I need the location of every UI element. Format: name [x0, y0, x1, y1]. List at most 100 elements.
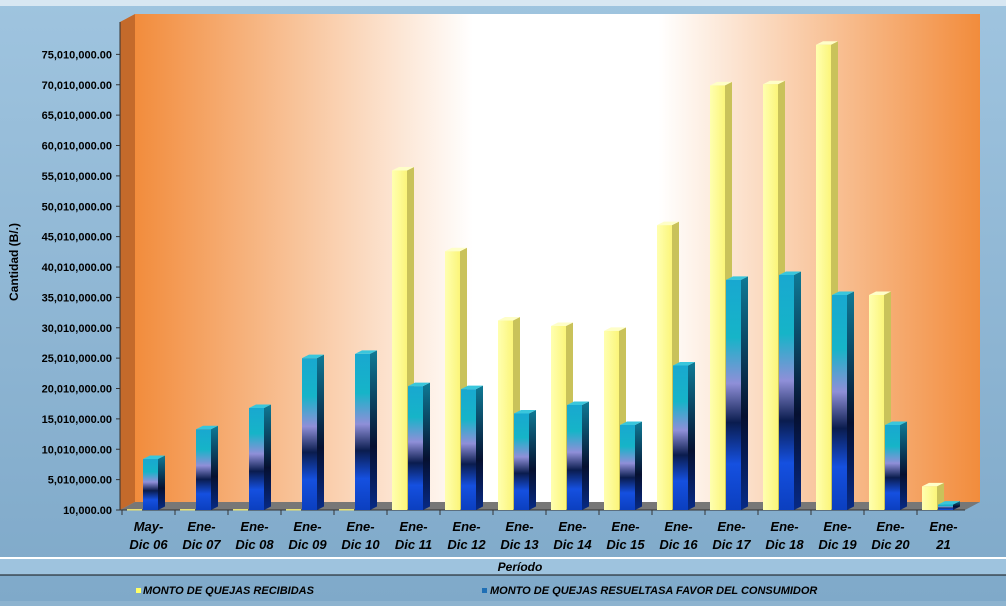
- x-axis: May- Dic 06 Ene- Dic 07 Ene- Dic 08 Ene- Dic 09…: [121, 510, 958, 552]
- legend-label-resolved: MONTO DE QUEJAS RESUELTASA FAVOR DEL CON…: [490, 585, 817, 597]
- x-tick-label: 21: [935, 537, 950, 552]
- x-tick-label: Ene-: [929, 519, 957, 534]
- x-tick-label: Ene-: [293, 519, 321, 534]
- bar-resolved-side: [370, 350, 377, 510]
- x-tick-label: Ene-: [240, 519, 268, 534]
- bar-resolved-side: [847, 291, 854, 510]
- bar-resolved-top: [514, 409, 536, 414]
- x-tick-label: Ene-: [452, 519, 480, 534]
- bar-resolved-top: [249, 404, 271, 409]
- y-tick-label: 5,010,000.00: [48, 475, 112, 487]
- y-tick-label: 45,010,000.00: [42, 232, 112, 244]
- x-tick-label: Dic 14: [553, 537, 592, 552]
- x-tick-label: Dic 15: [606, 537, 645, 552]
- bar-resolved: [938, 501, 960, 510]
- y-tick-label: 65,010,000.00: [42, 110, 112, 122]
- bars-group: [127, 41, 960, 511]
- x-tick-label: Dic 18: [765, 537, 804, 552]
- x-tick-label: Dic 17: [712, 537, 751, 552]
- bar-resolved-front: [779, 274, 794, 510]
- y-tick-label: 50,010,000.00: [42, 201, 112, 213]
- bar-resolved-side: [582, 401, 589, 510]
- y-tick-label: 15,010,000.00: [42, 414, 112, 426]
- x-tick-label: Ene-: [399, 519, 427, 534]
- bar-resolved-top: [620, 421, 642, 426]
- bar-resolved-side: [900, 421, 907, 510]
- x-tick-label: Dic 08: [235, 537, 274, 552]
- bar-received-top: [763, 80, 785, 85]
- y-axis-label: Cantidad (B/.): [7, 223, 21, 301]
- x-tick-label: Ene-: [187, 519, 215, 534]
- bar-resolved-side: [317, 354, 324, 510]
- x-tick-label: Dic 11: [395, 537, 432, 552]
- bar-resolved-side: [688, 361, 695, 510]
- bar-resolved: [673, 361, 695, 510]
- x-tick-label: Dic 07: [182, 537, 221, 552]
- bar-received: [339, 509, 354, 511]
- x-tick-label: Ene-: [505, 519, 533, 534]
- bar-resolved-side: [423, 382, 430, 510]
- x-tick-label: Dic 19: [818, 537, 857, 552]
- bar-resolved-top: [726, 276, 748, 280]
- x-tick-label: Ene-: [346, 519, 374, 534]
- x-tick-label: Ene-: [558, 519, 586, 534]
- y-axis: 10,000.00 5,010,000.00 10,010,000.00 15,010…: [42, 22, 121, 517]
- bar-resolved-top: [196, 425, 218, 430]
- y-tick-label: 20,010,000.00: [42, 384, 112, 396]
- bar-resolved: [567, 401, 589, 510]
- bar-received-front: [763, 84, 778, 510]
- bar-resolved-front: [355, 353, 370, 510]
- x-tick-label: Dic 13: [500, 537, 539, 552]
- x-tick-label: Dic 06: [129, 537, 168, 552]
- bar-resolved: [885, 421, 907, 510]
- bar-resolved-top: [673, 361, 695, 366]
- bar-resolved-side: [794, 271, 801, 510]
- bar-resolved-top: [408, 382, 430, 387]
- bar-resolved-top: [832, 291, 854, 296]
- bar-resolved: [514, 409, 536, 510]
- bar-resolved-front: [885, 425, 900, 510]
- bar-received: [233, 509, 248, 511]
- side-wall: [120, 14, 135, 510]
- bar-resolved-front: [196, 429, 211, 510]
- bar-resolved-side: [741, 276, 748, 510]
- x-tick-label: Ene-: [770, 519, 798, 534]
- bar-resolved-side: [211, 425, 218, 510]
- bar-resolved-front: [567, 404, 582, 510]
- x-axis-title-band: [0, 558, 1006, 575]
- bar-received-top: [816, 41, 838, 45]
- bar-received: [127, 509, 142, 511]
- bar-resolved-front: [938, 504, 953, 510]
- bar-received-top: [869, 291, 891, 296]
- bar-received-top: [604, 327, 626, 331]
- x-tick-label: Dic 12: [447, 537, 486, 552]
- bar-resolved: [196, 425, 218, 510]
- bar-resolved: [620, 421, 642, 510]
- bar-resolved-top: [143, 455, 165, 460]
- bar-received: [286, 509, 301, 511]
- y-tick-label: 30,010,000.00: [42, 323, 112, 335]
- x-tick-label: Dic 16: [659, 537, 698, 552]
- bar-received-top: [445, 247, 467, 252]
- bar-resolved-front: [249, 408, 264, 510]
- bar-resolved: [302, 354, 324, 510]
- bar-resolved-top: [779, 271, 801, 275]
- bar-resolved: [249, 404, 271, 510]
- y-tick-label: 35,010,000.00: [42, 292, 112, 304]
- bar-received-top: [551, 322, 573, 326]
- x-axis-label: Período: [498, 560, 543, 574]
- bar-resolved-front: [514, 413, 529, 510]
- bar-received-top: [657, 221, 679, 226]
- bar-resolved-front: [620, 425, 635, 510]
- bar-resolved-side: [264, 404, 271, 510]
- bar-received-front: [869, 295, 884, 510]
- bar-resolved: [143, 455, 165, 510]
- bar-received-top: [710, 81, 732, 86]
- bar-resolved-top: [567, 401, 589, 405]
- x-tick-label: Ene-: [664, 519, 692, 534]
- bar-resolved-front: [408, 386, 423, 510]
- bar-resolved-front: [673, 365, 688, 510]
- bar-resolved: [355, 350, 377, 510]
